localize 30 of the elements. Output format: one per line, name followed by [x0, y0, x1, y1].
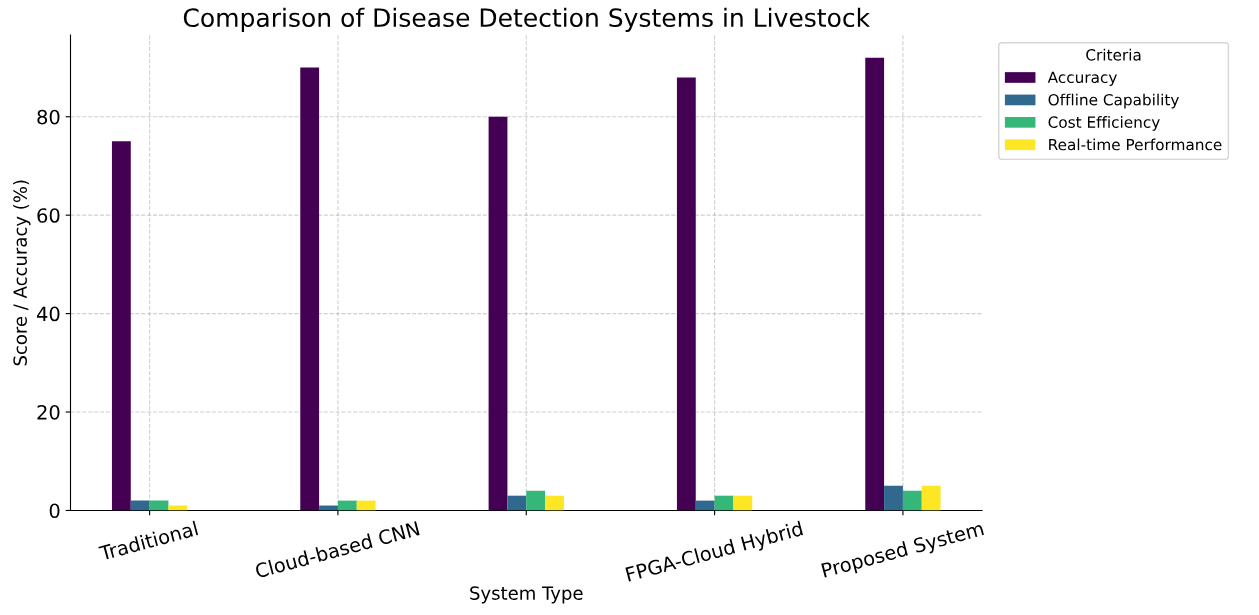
bar [300, 67, 320, 511]
bar [676, 77, 696, 511]
bar [337, 500, 357, 511]
y-axis-title: Score / Accuracy (%) [13, 180, 31, 366]
legend-label: Accuracy [1047, 71, 1117, 87]
bar [902, 490, 922, 511]
bar [695, 500, 715, 511]
y-tick-label: 40 [36, 306, 60, 322]
bar [714, 495, 734, 511]
bar [111, 141, 131, 511]
bar [130, 500, 150, 511]
y-tick-label: 80 [37, 109, 60, 125]
legend-label: Real-time Performance [1049, 138, 1222, 151]
bar [488, 116, 508, 511]
y-tick-label: 20 [37, 404, 60, 420]
y-tick-label: 60 [37, 208, 60, 223]
legend-label: Offline Capability [1048, 93, 1179, 109]
y-tick-label: 0 [49, 503, 60, 519]
bar [733, 495, 753, 511]
bar [884, 485, 903, 511]
x-axis-title: System Type [470, 586, 583, 604]
legend-label: Cost Efficiency [1048, 116, 1160, 131]
bar [545, 495, 564, 511]
bar [356, 500, 376, 511]
bar [865, 57, 885, 511]
bar [526, 490, 546, 511]
bar [921, 485, 941, 511]
chart-title: Comparison of Disease Detection Systems in Livestock [183, 7, 871, 32]
legend-title: Criteria [1086, 48, 1141, 61]
bar [507, 495, 527, 511]
